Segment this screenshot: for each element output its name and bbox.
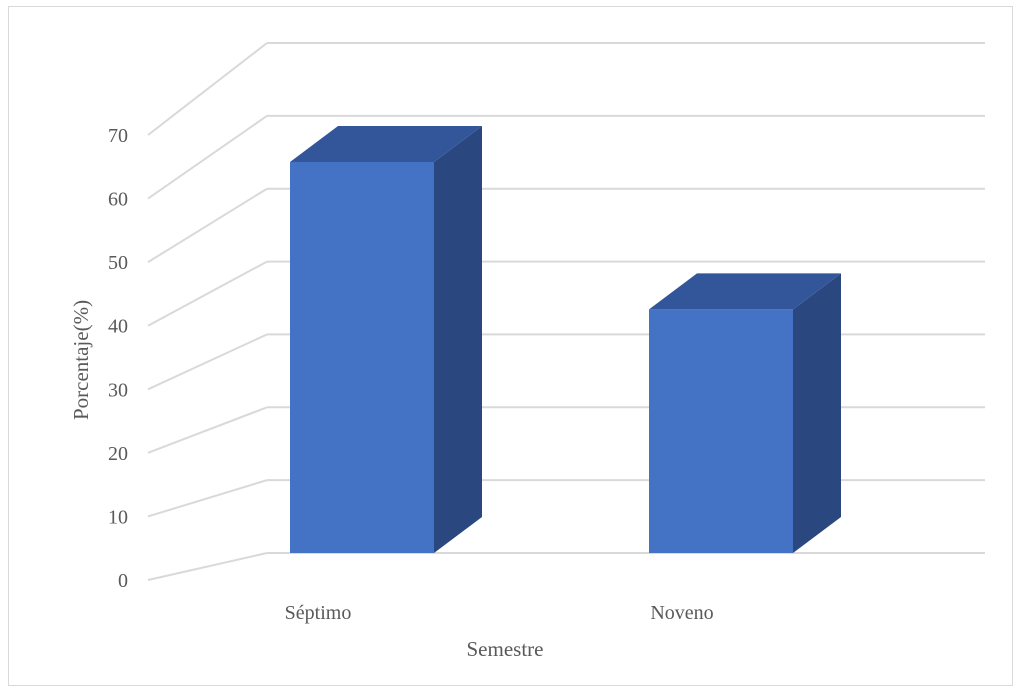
y-tick-label: 40: [108, 316, 128, 338]
bar-2: [649, 273, 841, 553]
gridlines: [147, 42, 985, 581]
y-tick-label: 50: [108, 252, 128, 274]
y-tick-label: 0: [118, 570, 128, 592]
bar-front: [649, 309, 793, 553]
x-axis-title: Semestre: [467, 637, 544, 661]
gridline-60: [147, 114, 985, 200]
bars: [290, 126, 841, 553]
x-tick-labels: Séptimo Noveno: [285, 602, 714, 624]
x-tick-label: Séptimo: [285, 602, 352, 624]
chart-frame: [8, 6, 1013, 686]
y-tick-label: 70: [108, 125, 128, 147]
gridline-50: [147, 187, 985, 263]
bar-side: [434, 126, 482, 553]
bar-top: [649, 273, 841, 310]
y-tick-label: 60: [108, 189, 128, 211]
bar-side: [793, 273, 841, 553]
gridline-0: [147, 552, 985, 581]
gridline-70: [147, 42, 985, 136]
gridline-10: [147, 479, 985, 518]
y-tick-labels: 0 10 20 30 40 50 60 70: [108, 125, 128, 592]
y-tick-label: 20: [108, 443, 128, 465]
bar-1: [290, 126, 482, 553]
gridline-20: [147, 406, 985, 454]
gridline-40: [147, 260, 985, 327]
y-tick-label: 30: [108, 379, 128, 401]
gridline-30: [147, 333, 985, 391]
y-axis-title: Porcentaje(%): [69, 300, 93, 420]
bar-top: [290, 126, 482, 162]
x-tick-label: Noveno: [650, 602, 713, 624]
bar-front: [290, 162, 434, 553]
y-tick-label: 10: [108, 506, 128, 528]
